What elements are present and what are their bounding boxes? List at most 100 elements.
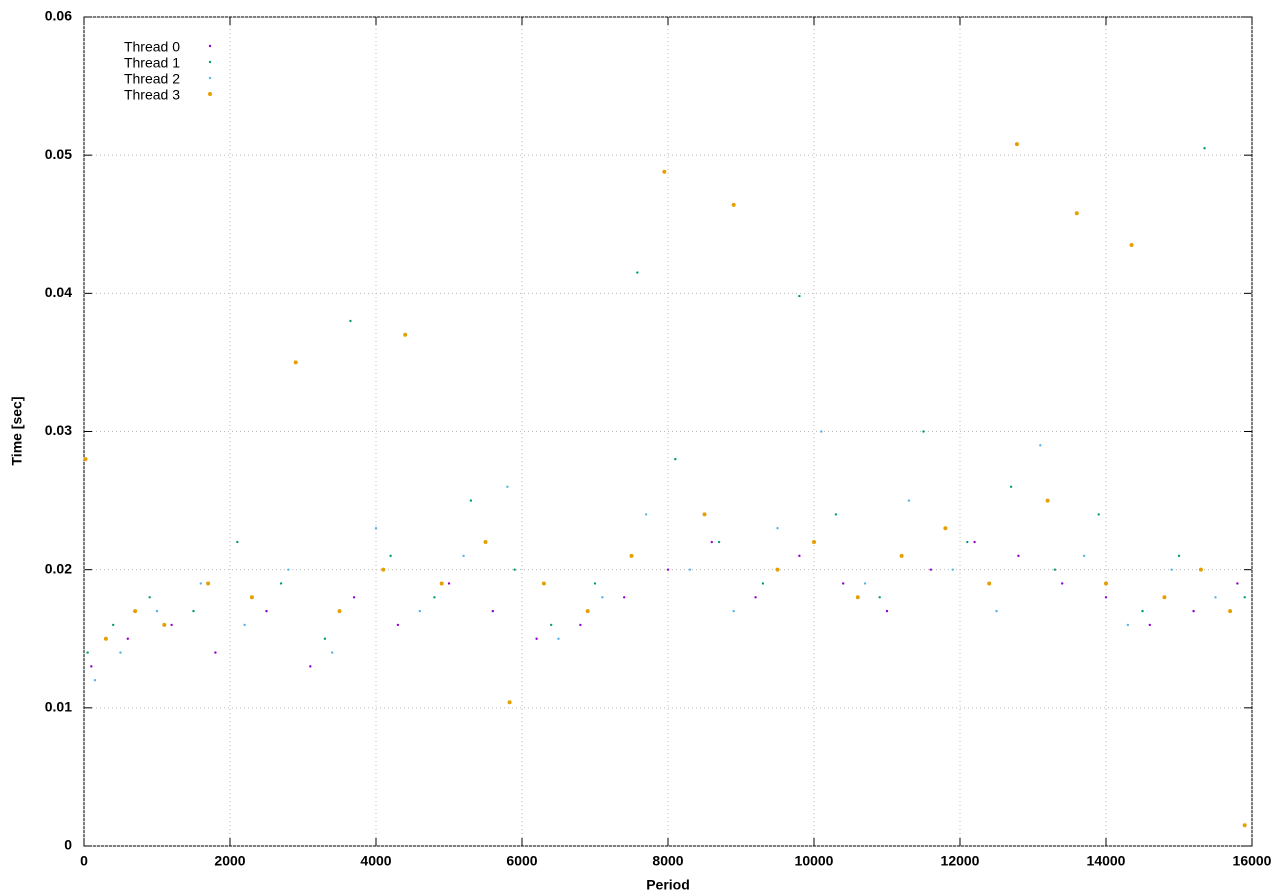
y-axis-label: Time [sec]	[9, 397, 25, 466]
data-point	[287, 568, 290, 571]
data-point	[1053, 568, 1057, 571]
data-point	[155, 609, 159, 613]
y-tick-label: 0	[64, 837, 72, 853]
data-point	[279, 582, 283, 585]
data-point	[112, 623, 115, 627]
data-point	[951, 568, 954, 571]
data-point	[352, 596, 356, 599]
data-point	[337, 609, 342, 614]
data-point	[483, 540, 488, 545]
data-point	[349, 319, 352, 323]
data-point	[1129, 242, 1134, 247]
x-tick-label: 12000	[941, 853, 980, 869]
x-tick-label: 2000	[214, 853, 245, 869]
data-point	[433, 596, 436, 599]
data-point	[1104, 596, 1108, 599]
data-point	[601, 596, 604, 599]
data-point	[1198, 567, 1203, 572]
data-point	[507, 700, 512, 705]
data-point	[396, 623, 400, 627]
data-point	[381, 567, 386, 572]
data-point	[1082, 554, 1086, 558]
data-point	[1045, 498, 1050, 503]
data-point	[1097, 513, 1100, 516]
data-point	[885, 609, 889, 613]
data-point	[439, 581, 444, 586]
data-point	[93, 679, 97, 682]
y-tick-label: 0.05	[45, 146, 72, 162]
data-point	[629, 553, 634, 558]
data-point	[585, 609, 590, 614]
x-tick-label: 0	[80, 853, 88, 869]
data-point	[593, 582, 597, 585]
data-point	[1148, 623, 1152, 627]
legend-marker	[208, 60, 212, 64]
data-point	[731, 202, 736, 207]
legend-marker	[208, 92, 212, 96]
data-point	[309, 665, 312, 668]
data-point	[550, 623, 553, 627]
data-point	[243, 623, 246, 627]
data-point	[666, 568, 670, 571]
data-point	[834, 513, 838, 516]
data-point	[83, 457, 88, 462]
x-tick-label: 6000	[506, 853, 537, 869]
data-point	[973, 540, 976, 544]
data-point	[389, 554, 392, 558]
legend-label: Thread 0	[124, 39, 180, 55]
data-point	[1039, 444, 1042, 447]
data-point	[702, 512, 707, 517]
x-tick-label: 16000	[1233, 853, 1272, 869]
data-point	[855, 595, 860, 600]
legend-label: Thread 3	[124, 87, 180, 103]
data-point	[798, 294, 801, 298]
data-point	[265, 609, 268, 613]
y-tick-label: 0.03	[45, 422, 72, 438]
data-point	[1228, 609, 1233, 614]
data-point	[754, 596, 757, 599]
data-point	[1170, 568, 1173, 571]
data-point	[1126, 623, 1130, 627]
data-point	[192, 609, 195, 613]
data-point	[418, 609, 421, 613]
data-point	[662, 169, 667, 174]
data-point	[775, 567, 780, 572]
legend-label: Thread 2	[124, 71, 180, 87]
y-tick-label: 0.01	[45, 699, 72, 715]
data-point	[119, 651, 122, 654]
data-point	[995, 609, 998, 613]
data-point	[236, 540, 239, 544]
data-point	[1104, 581, 1108, 586]
data-point	[206, 581, 211, 586]
legend-label: Thread 1	[124, 55, 180, 71]
data-point	[1017, 554, 1020, 558]
data-point	[323, 637, 327, 640]
data-point	[907, 499, 911, 502]
data-point	[1141, 609, 1144, 613]
data-point	[644, 513, 648, 516]
data-point	[86, 651, 89, 654]
data-point	[293, 360, 298, 365]
data-point	[1242, 823, 1247, 828]
data-point	[732, 609, 735, 613]
data-point	[469, 499, 473, 502]
data-point	[1061, 582, 1064, 585]
data-point	[447, 582, 451, 585]
data-point	[162, 622, 167, 627]
y-tick-label: 0.04	[45, 284, 72, 300]
data-point	[761, 582, 765, 585]
data-point	[199, 582, 202, 585]
data-point	[776, 527, 779, 530]
data-point	[623, 596, 626, 599]
data-point	[170, 623, 173, 627]
data-point	[1009, 485, 1013, 488]
legend-marker	[208, 44, 212, 48]
data-point	[1192, 609, 1195, 613]
data-point	[1074, 211, 1079, 216]
data-point	[987, 581, 992, 586]
data-point	[513, 568, 516, 571]
data-point	[535, 637, 538, 640]
data-point	[541, 581, 546, 586]
data-point	[557, 637, 560, 640]
